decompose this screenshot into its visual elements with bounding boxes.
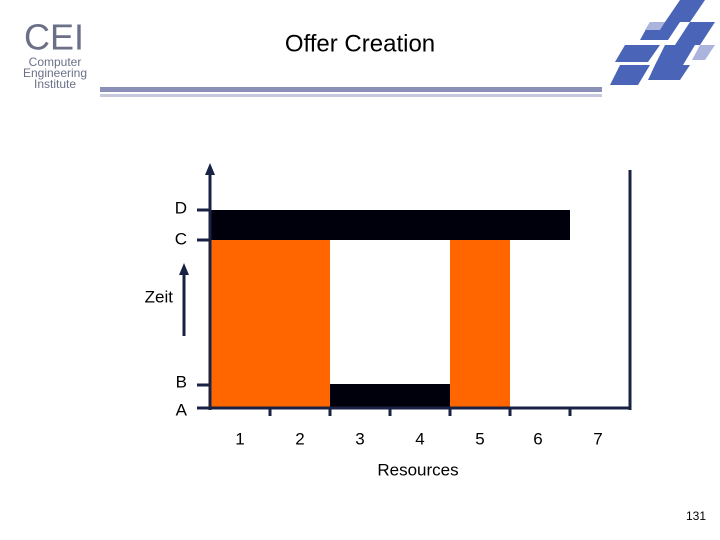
time-label: B	[176, 372, 187, 391]
time-label: C	[175, 229, 187, 248]
resource-label: 3	[355, 429, 364, 448]
header-rule	[100, 87, 602, 92]
slide-title: Offer Creation	[285, 30, 435, 57]
logo-pattern	[610, 0, 715, 85]
resource-label: 2	[295, 429, 304, 448]
allocation-block	[450, 240, 510, 408]
time-label: A	[176, 400, 188, 419]
resource-label: 7	[593, 429, 602, 448]
axis-arrow	[205, 163, 215, 175]
allocation-block	[330, 384, 450, 408]
header-rule	[100, 94, 602, 97]
logo-line: Engineering	[23, 66, 87, 80]
logo-mark: CEI	[24, 17, 84, 58]
x-axis-label: Resources	[377, 460, 458, 479]
resource-label: 6	[533, 429, 542, 448]
resource-label: 4	[415, 429, 424, 448]
resource-label: 1	[235, 429, 244, 448]
page-number: 131	[686, 509, 706, 523]
y-axis-label: Zeit	[145, 287, 174, 306]
resource-label: 5	[475, 429, 484, 448]
axis-arrow	[179, 263, 189, 275]
logo-line: Institute	[34, 77, 76, 91]
time-label: D	[175, 198, 187, 217]
logo-line: Computer	[29, 55, 82, 69]
allocation-block	[210, 240, 330, 408]
logo-pattern	[645, 22, 715, 60]
axes	[182, 170, 632, 416]
allocation-block	[210, 210, 570, 240]
